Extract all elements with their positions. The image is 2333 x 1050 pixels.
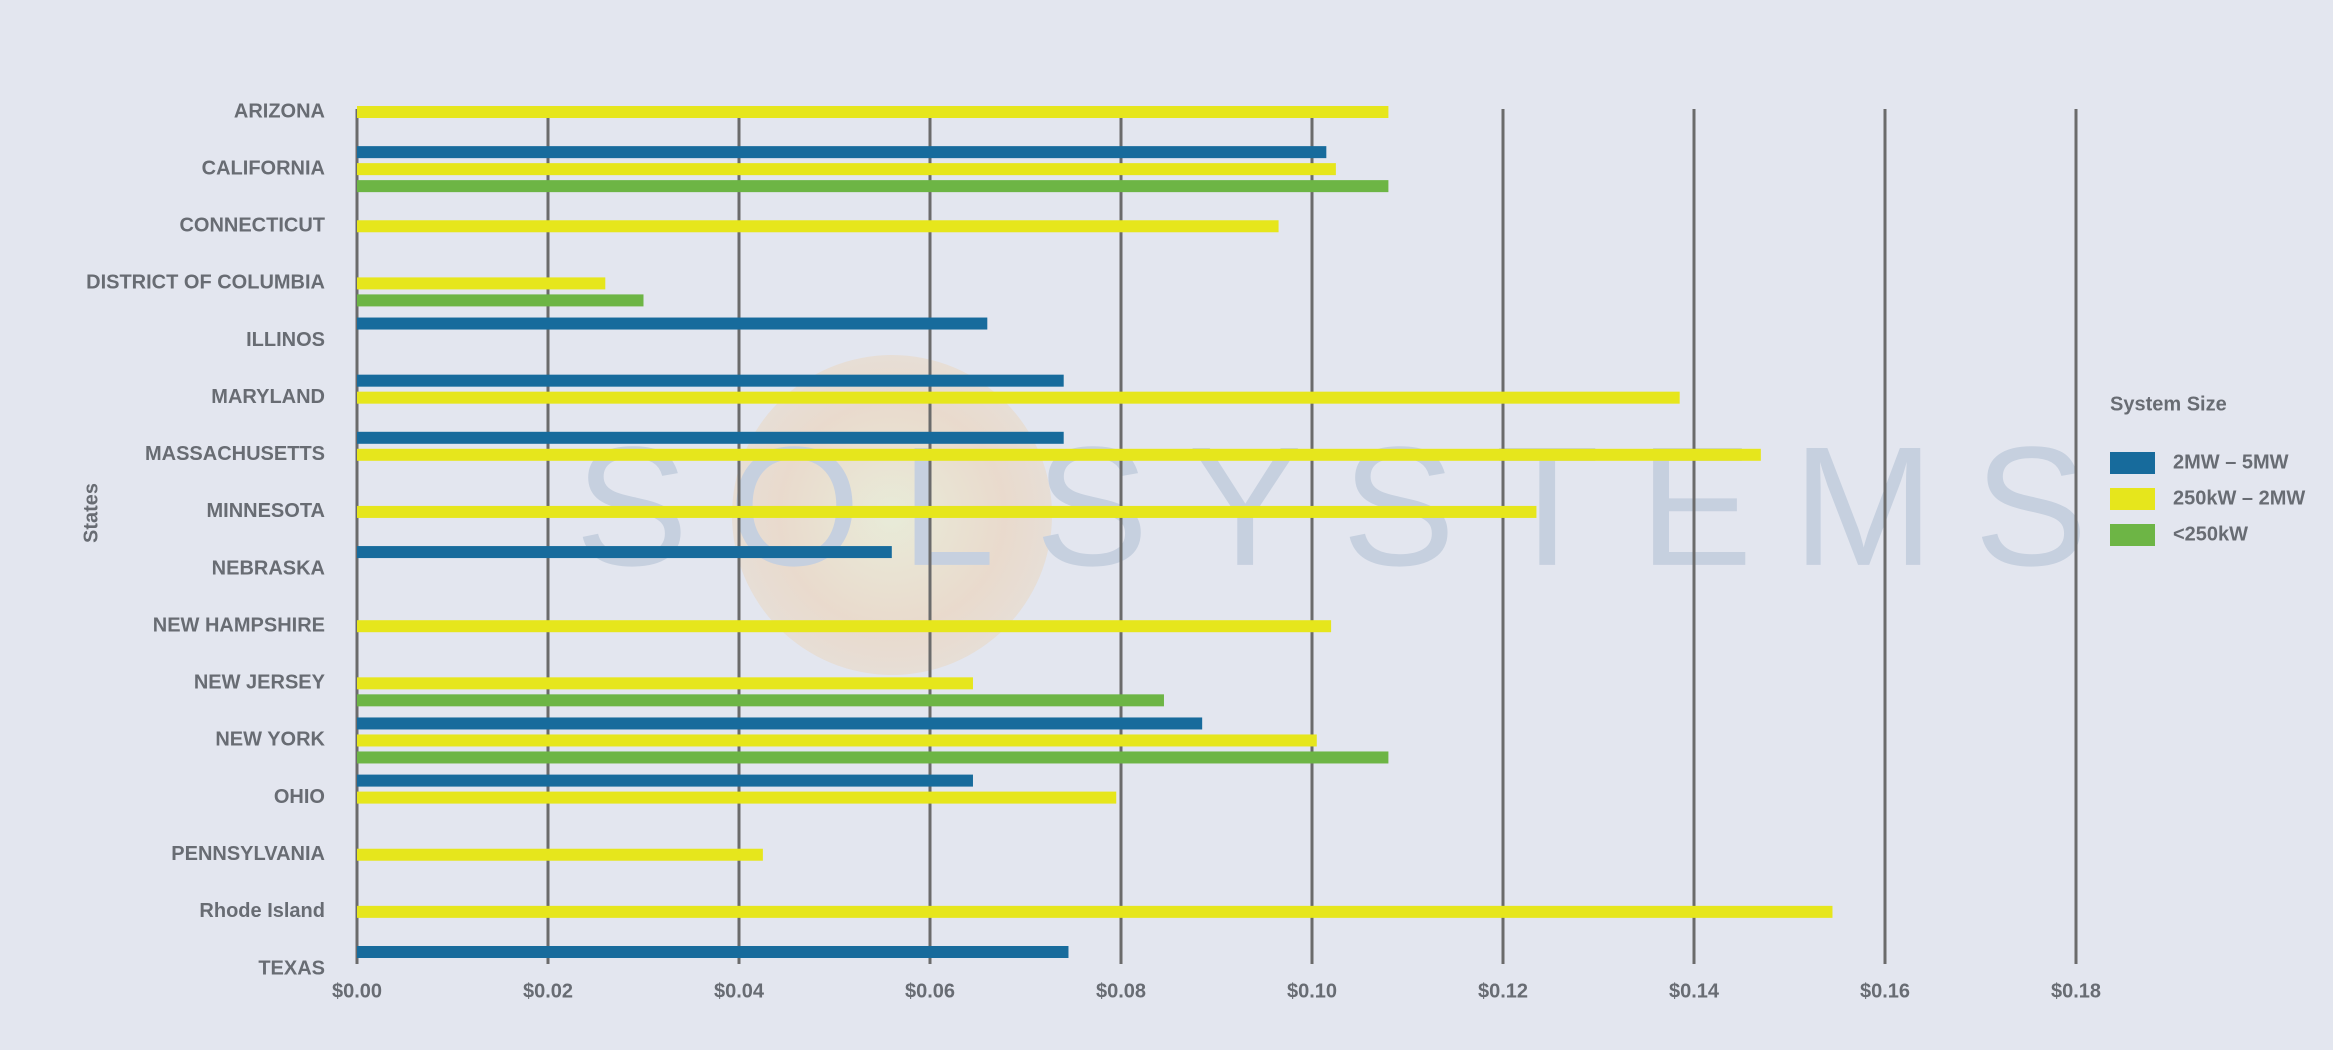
- legend-swatch: [2110, 524, 2155, 546]
- bar: [357, 448, 1761, 461]
- bar: [357, 905, 1833, 918]
- y-tick-label: ARIZONA: [234, 100, 325, 122]
- bar: [357, 294, 644, 307]
- legend-swatch: [2110, 452, 2155, 474]
- y-tick-label: CALIFORNIA: [202, 157, 325, 179]
- x-tick-label: $0.18: [2051, 980, 2101, 1002]
- bar: [357, 277, 606, 290]
- y-tick-label: NEW HAMPSHIRE: [153, 614, 325, 636]
- x-tick-label: $0.00: [332, 980, 382, 1002]
- bar: [357, 391, 1680, 404]
- bar: [357, 317, 988, 330]
- y-tick-label: NEW JERSEY: [194, 672, 326, 694]
- bar: [357, 774, 973, 787]
- bar: [357, 717, 1203, 730]
- y-tick-label: PENNSYLVANIA: [171, 843, 325, 865]
- x-tick-label: $0.14: [1669, 980, 1720, 1002]
- bar: [357, 546, 892, 559]
- y-tick-label: CONNECTICUT: [179, 215, 325, 237]
- x-tick-label: $0.04: [714, 980, 765, 1002]
- bar: [357, 946, 1069, 958]
- y-tick-label: MASSACHUSETTS: [145, 443, 325, 465]
- bar: [357, 677, 973, 690]
- bar: [357, 694, 1164, 707]
- bar: [357, 734, 1317, 747]
- y-tick-label: Rhode Island: [199, 900, 325, 922]
- bar: [357, 146, 1327, 159]
- x-tick-label: $0.06: [905, 980, 955, 1002]
- legend-title: System Size: [2110, 393, 2227, 415]
- bar: [357, 431, 1064, 444]
- bar: [357, 791, 1117, 804]
- y-tick-label: TEXAS: [258, 957, 325, 979]
- legend-label: <250kW: [2173, 523, 2248, 545]
- bar: [357, 163, 1336, 176]
- y-tick-label: NEBRASKA: [212, 557, 325, 579]
- y-tick-label: MINNESOTA: [206, 500, 325, 522]
- legend-label: 250kW – 2MW: [2173, 487, 2305, 509]
- bar: [357, 106, 1389, 118]
- y-tick-label: MARYLAND: [211, 386, 325, 408]
- legend-swatch: [2110, 488, 2155, 510]
- x-tick-label: $0.10: [1287, 980, 1337, 1002]
- y-tick-label: OHIO: [274, 786, 325, 808]
- bar: [357, 505, 1537, 518]
- x-tick-label: $0.16: [1860, 980, 1910, 1002]
- x-tick-label: $0.02: [523, 980, 573, 1002]
- bar: [357, 751, 1389, 764]
- bar: [357, 620, 1332, 633]
- x-tick-label: $0.12: [1478, 980, 1528, 1002]
- legend-label: 2MW – 5MW: [2173, 451, 2289, 473]
- y-axis-label: States: [80, 483, 102, 543]
- y-tick-label: DISTRICT OF COLUMBIA: [86, 272, 325, 294]
- bar: [357, 848, 763, 861]
- bar: [357, 220, 1279, 233]
- bar: [357, 374, 1064, 387]
- y-tick-label: NEW YORK: [215, 729, 325, 751]
- x-tick-label: $0.08: [1096, 980, 1146, 1002]
- y-tick-label: ILLINOS: [246, 329, 325, 351]
- bar: [357, 180, 1389, 193]
